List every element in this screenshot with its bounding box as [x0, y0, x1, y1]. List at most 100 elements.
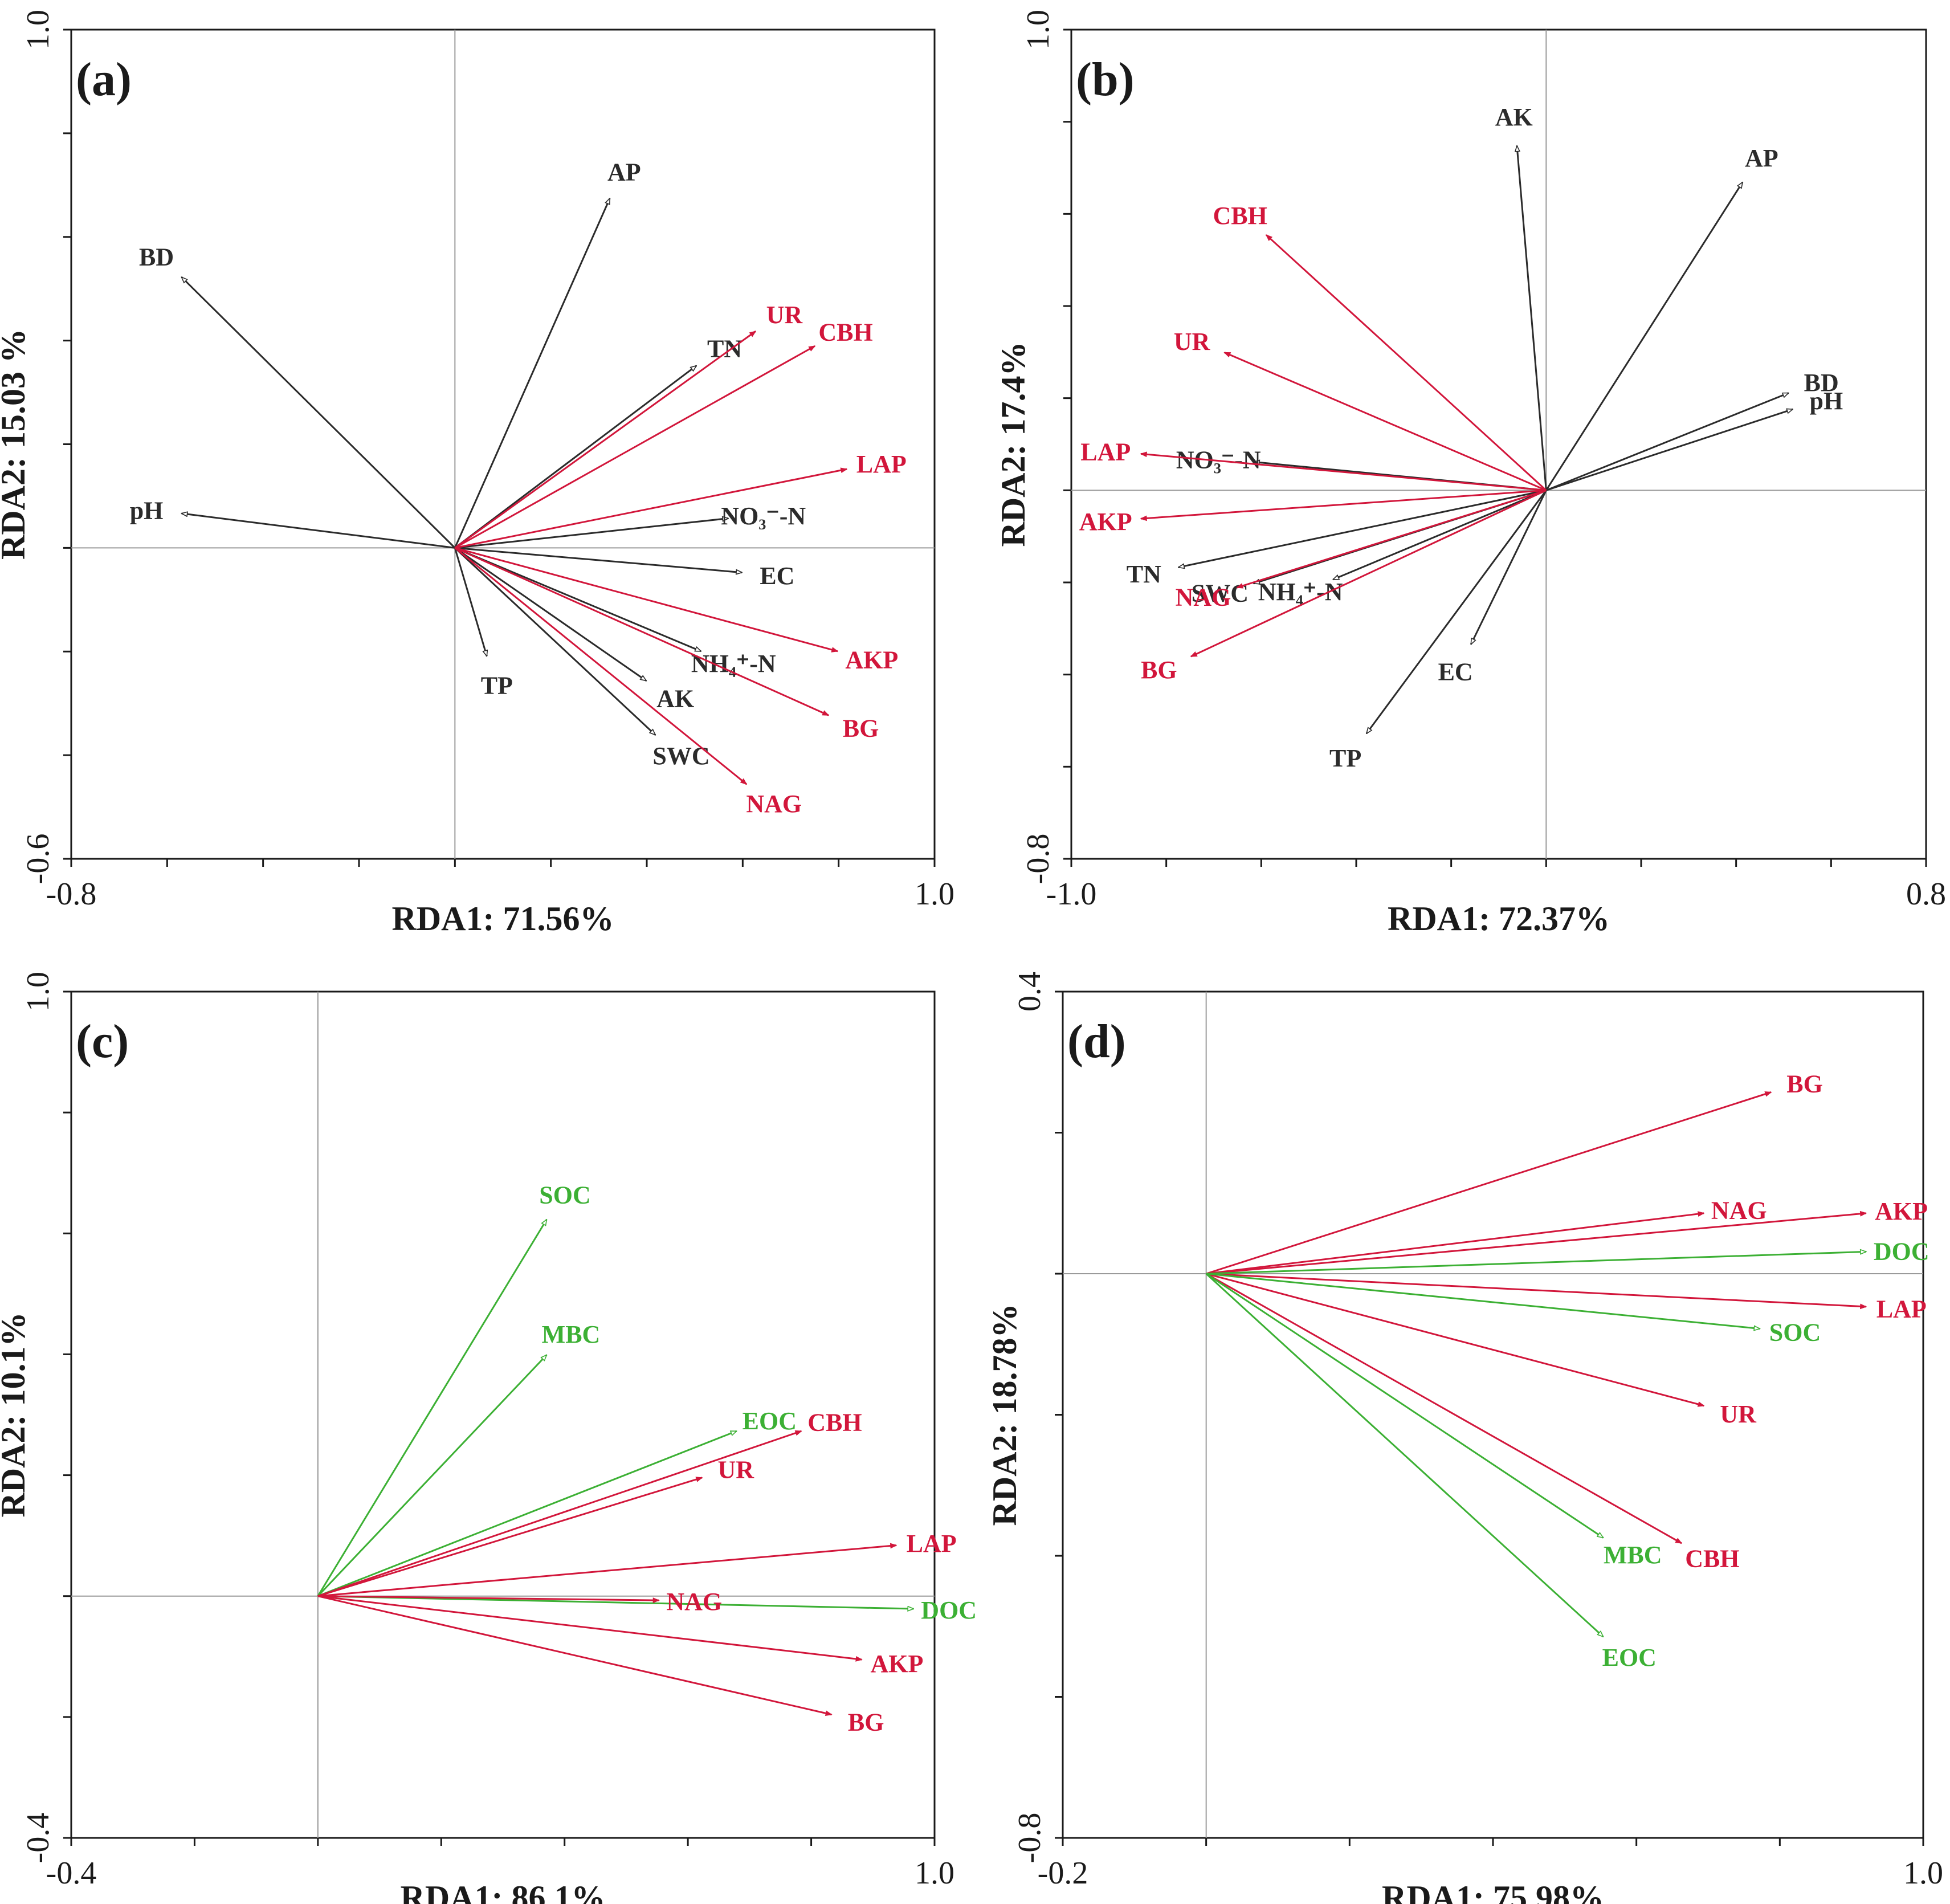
vector-label: EOC: [743, 1407, 797, 1435]
vector-env: [1333, 489, 1547, 581]
y-tick-label: 1.0: [1021, 10, 1056, 50]
vector-enzyme: [455, 469, 847, 549]
vector-env: [182, 277, 456, 549]
y-tick-label: -0.8: [1012, 1813, 1047, 1864]
vector-env: [455, 547, 742, 572]
vector-label: SOC: [539, 1181, 590, 1209]
vector-label: pH: [130, 496, 164, 524]
vector-enzyme: [1206, 1273, 1866, 1307]
vector-enzyme: [317, 1546, 896, 1597]
vector-label: TP: [481, 671, 513, 699]
vector-env: [454, 547, 701, 653]
x-tick-label: -0.8: [46, 876, 97, 912]
vector-label: NAG: [666, 1588, 722, 1616]
vector-enzyme: [1191, 489, 1547, 658]
y-axis-title: RDA2: 18.78%: [986, 1304, 1023, 1526]
vector-env: [454, 547, 487, 656]
vector-label: LAP: [907, 1530, 957, 1558]
vector-label: AP: [607, 158, 641, 186]
panel-a: -0.8 1.0 -0.6 1.0 RDA1: 71.56% RDA2: 15.03 % (…: [0, 10, 954, 937]
vector-label: EOC: [1602, 1644, 1657, 1671]
vector-label: MBC: [542, 1320, 601, 1348]
panel-label: (c): [76, 1015, 129, 1068]
vector-env: [1366, 490, 1547, 733]
panel-label: (a): [76, 53, 132, 106]
vector-label: BD: [139, 243, 174, 271]
y-tick-label: -0.8: [1021, 834, 1056, 884]
x-tick-label: 1.0: [915, 876, 954, 912]
vector-label: SWC: [652, 742, 709, 770]
vector-enzyme: [317, 1595, 862, 1660]
vector-env: [1545, 409, 1793, 491]
vector-carbon: [317, 1355, 546, 1597]
vector-enzyme: [317, 1478, 702, 1597]
vector-enzyme: [1141, 489, 1547, 519]
panel-b: -1.0 0.8 -0.8 1.0 RDA1: 72.37% RDA2: 17.4% (b)…: [994, 10, 1946, 937]
plot-frame: [1070, 28, 1927, 860]
vector-enzyme: [1225, 352, 1547, 491]
vector-label: TN: [707, 335, 742, 362]
vector-label: BD: [1804, 369, 1839, 397]
vector-env: [454, 547, 655, 735]
vector-label: UR: [1720, 1400, 1757, 1428]
vector-label: UR: [1174, 328, 1211, 356]
panel-c: -0.4 1.0 -0.4 1.0 RDA1: 86.1% RDA2: 10.1% (c) S…: [0, 972, 977, 1904]
x-tick-label: -0.4: [46, 1856, 97, 1891]
vector-enzyme: [1206, 1213, 1866, 1275]
x-axis-title: RDA1: 72.37%: [1388, 900, 1610, 937]
vector-label: TN: [1127, 560, 1161, 588]
vector-env: [1178, 489, 1547, 567]
vector-env: [454, 547, 646, 682]
y-tick-label: 0.4: [1012, 972, 1047, 1012]
y-tick-label: -0.4: [21, 1813, 56, 1864]
plot-frame: [1062, 990, 1924, 1839]
vector-env: [455, 519, 728, 549]
vector-label: NAG: [1711, 1197, 1767, 1225]
vector-label: TP: [1329, 744, 1361, 772]
x-tick-label: 1.0: [1903, 1856, 1943, 1891]
panel-label: (b): [1076, 53, 1135, 106]
vector-enzyme: [317, 1430, 801, 1597]
vector-enzyme: [454, 547, 746, 785]
vector-label: UR: [766, 301, 803, 329]
vector-label: NAG: [1176, 584, 1231, 611]
vector-label: NAG: [746, 790, 802, 818]
vector-label: UR: [717, 1455, 754, 1483]
vector-env: [1470, 490, 1547, 644]
vector-enzyme: [454, 547, 829, 716]
vector-label: pH: [1810, 387, 1843, 415]
vector-label: BG: [843, 714, 879, 742]
vector-carbon: [1206, 1251, 1866, 1275]
y-tick-label: 1.0: [21, 972, 56, 1012]
y-axis-title: RDA2: 10.1%: [0, 1312, 32, 1518]
vector-env: [1545, 182, 1744, 491]
vector-label: AKP: [1079, 508, 1132, 536]
plot-frame: [70, 28, 936, 860]
x-axis-title: RDA1: 71.56%: [392, 900, 614, 937]
vector-label: AK: [1495, 103, 1533, 131]
panel-d: -0.2 1.0 -0.8 0.4 RDA1: 75.98% RDA2: 18.78% (d…: [986, 972, 1943, 1904]
vector-carbon: [317, 1220, 548, 1597]
y-tick-label: -0.6: [21, 834, 56, 884]
vector-carbon: [1205, 1273, 1604, 1539]
vector-enzyme: [454, 547, 838, 651]
vector-carbon: [317, 1430, 737, 1597]
x-axis-title: RDA1: 75.98%: [1382, 1879, 1604, 1904]
x-axis-title: RDA1: 86.1%: [401, 1879, 606, 1904]
vector-enzyme: [1237, 489, 1547, 588]
vector-env: [182, 513, 455, 549]
vector-label: AKP: [845, 646, 898, 674]
vector-enzyme: [1141, 454, 1547, 491]
x-tick-label: 0.8: [1906, 876, 1946, 912]
vector-enzyme: [1205, 1273, 1682, 1544]
vector-env: [1517, 146, 1547, 491]
vector-label: AKP: [870, 1650, 923, 1678]
vector-enzyme: [1206, 1273, 1704, 1406]
vector-label: BG: [1786, 1070, 1823, 1098]
vector-label: AP: [1745, 144, 1778, 172]
vector-label: LAP: [856, 450, 907, 478]
vector-label: SOC: [1769, 1319, 1821, 1347]
vector-label: MBC: [1604, 1541, 1662, 1569]
x-tick-label: 1.0: [915, 1856, 954, 1891]
